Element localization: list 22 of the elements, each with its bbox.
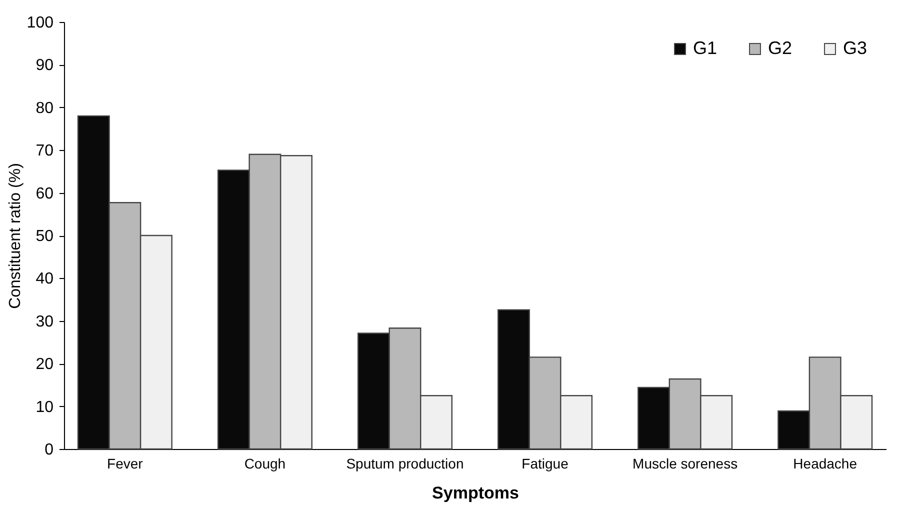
y-tick-label: 90	[36, 57, 54, 74]
x-tick-label: Sputum production	[346, 456, 464, 472]
x-tick-label: Headache	[793, 456, 858, 472]
y-tick-label: 40	[36, 270, 54, 288]
x-tick-label: Fatigue	[522, 456, 569, 472]
y-tick-label: 100	[26, 14, 54, 32]
y-tick-label: 50	[36, 228, 54, 245]
legend-label: G3	[843, 38, 868, 58]
x-tick-label: Cough	[244, 456, 286, 472]
y-tick-label: 70	[36, 142, 54, 160]
legend-label: G2	[768, 38, 792, 58]
x-axis-title: Symptoms	[432, 484, 519, 502]
y-tick-label: 80	[36, 100, 54, 117]
y-tick-label: 0	[44, 442, 54, 458]
x-tick-label: Fever	[107, 456, 144, 472]
y-tick-label: 30	[36, 313, 54, 330]
legend-label: G1	[693, 38, 718, 58]
y-tick-label: 10	[36, 398, 54, 416]
y-axis-title: Constituent ratio (%)	[6, 163, 24, 309]
y-tick-label: 60	[36, 185, 54, 202]
y-tick-label: 20	[36, 356, 54, 374]
x-tick-label: Muscle soreness	[632, 456, 738, 472]
